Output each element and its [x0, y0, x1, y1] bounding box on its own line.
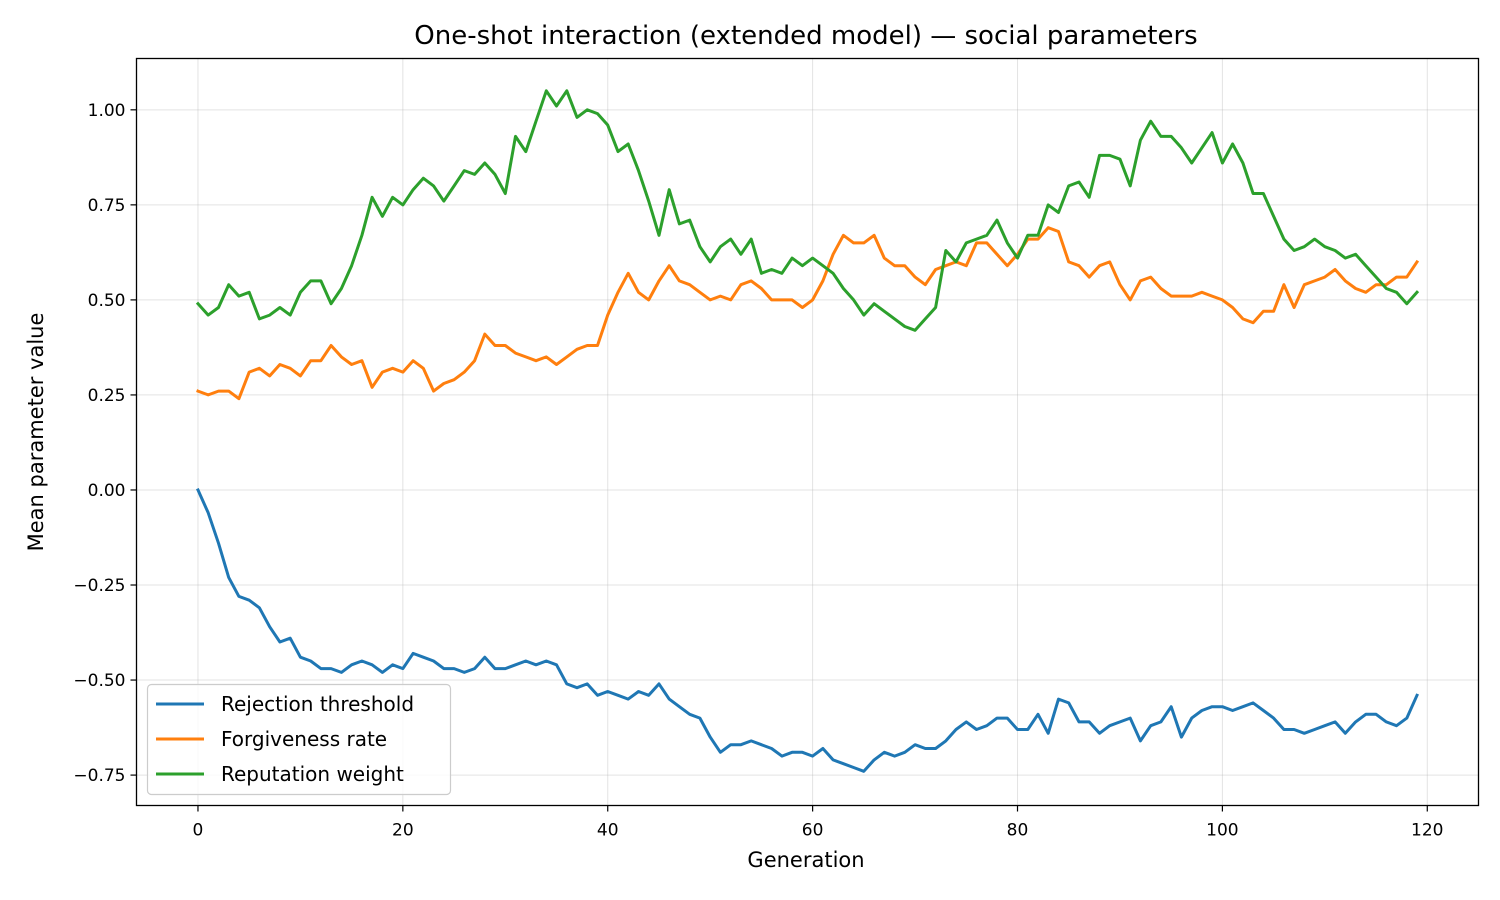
x-tick-label: 120 — [1411, 821, 1443, 841]
y-tick-label: −0.25 — [73, 576, 125, 596]
x-tick-label: 100 — [1206, 821, 1238, 841]
legend-label-forgiveness-rate: Forgiveness rate — [221, 727, 387, 751]
y-tick-label: 0.00 — [88, 481, 126, 501]
chart-title: One-shot interaction (extended model) — … — [414, 21, 1197, 51]
x-axis-title: Generation — [747, 848, 864, 872]
y-axis-title: Mean parameter value — [24, 313, 48, 552]
legend: Rejection threshold Forgiveness rate Reput… — [146, 683, 452, 796]
legend-label-reputation-weight: Reputation weight — [221, 762, 404, 786]
series-line-rejection-threshold — [196, 488, 1419, 773]
y-tick-label: 0.25 — [88, 386, 126, 406]
y-tick-label: −0.75 — [73, 766, 125, 786]
y-tick-label: 0.50 — [88, 291, 126, 311]
y-tick-label: 0.75 — [88, 196, 126, 216]
y-axis: −0.75 −0.50 −0.25 0.00 0.25 0.50 0.75 1.00 — [73, 101, 137, 786]
x-tick-label: 0 — [193, 821, 204, 841]
series-line-reputation-weight — [195, 89, 1420, 332]
y-tick-label: −0.50 — [73, 671, 125, 691]
x-tick-label: 60 — [802, 821, 824, 841]
series-line-forgiveness-rate — [196, 226, 1420, 401]
x-tick-label: 80 — [1007, 821, 1029, 841]
legend-label-rejection-threshold: Rejection threshold — [221, 692, 414, 716]
y-tick-label: 1.00 — [88, 101, 126, 121]
x-tick-label: 40 — [597, 821, 619, 841]
plot-lines — [195, 89, 1420, 773]
plot-frame — [135, 57, 1480, 807]
x-tick-label: 20 — [392, 821, 414, 841]
x-axis: 0 20 40 60 80 100 120 — [193, 805, 1444, 841]
legend-box — [146, 683, 452, 796]
